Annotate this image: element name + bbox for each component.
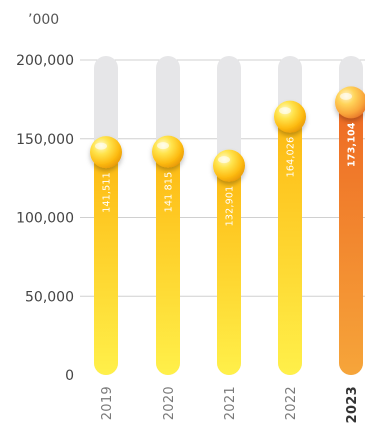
data-label: 132,901 <box>225 186 236 227</box>
bar-marker-sheen <box>218 156 230 164</box>
bar-marker <box>274 100 306 133</box>
bar <box>339 102 363 375</box>
x-tick-label: 2022 <box>284 386 299 420</box>
bar-group: 141 815 <box>152 56 184 375</box>
data-label: 164,026 <box>286 137 297 178</box>
unit-label: ’000 <box>28 12 59 28</box>
y-tick-label: 150,000 <box>16 132 74 148</box>
bar <box>278 116 302 375</box>
data-label: 141 815 <box>164 172 175 213</box>
y-tick-label: 200,000 <box>16 53 74 69</box>
x-tick-label: 2023 <box>345 386 360 423</box>
bar <box>156 151 180 375</box>
data-label: 141,511 <box>102 172 113 213</box>
bar-marker-sheen <box>95 142 107 150</box>
x-tick-label: 2020 <box>162 386 177 420</box>
bar-marker-sheen <box>279 107 291 115</box>
data-label: 173,104 <box>347 122 358 167</box>
bar-marker <box>90 136 122 169</box>
bar-group: 164,026 <box>274 56 306 375</box>
bar-marker <box>213 149 245 182</box>
bar-marker-sheen <box>340 92 352 100</box>
bar-marker-sheen <box>157 142 169 150</box>
bar-marker <box>152 135 184 168</box>
bar-group: 173,104 <box>335 56 365 375</box>
bar <box>94 152 118 375</box>
y-tick-label: 50,000 <box>25 289 74 305</box>
x-tick-label: 2019 <box>100 386 115 420</box>
y-tick-label: 0 <box>65 368 74 384</box>
bar-group: 141,511 <box>90 56 122 375</box>
x-tick-label: 2021 <box>223 386 238 420</box>
bar <box>217 165 241 375</box>
y-tick-label: 100,000 <box>16 211 74 227</box>
bar-group: 132,901 <box>213 56 245 375</box>
bars: 141,511 141 815 132,901 164,026 173,104 <box>90 56 365 375</box>
y-axis: 0 50,000 100,000 150,000 200,000 <box>16 53 74 384</box>
x-axis: 2019 2020 2021 2022 2023 <box>100 386 360 423</box>
